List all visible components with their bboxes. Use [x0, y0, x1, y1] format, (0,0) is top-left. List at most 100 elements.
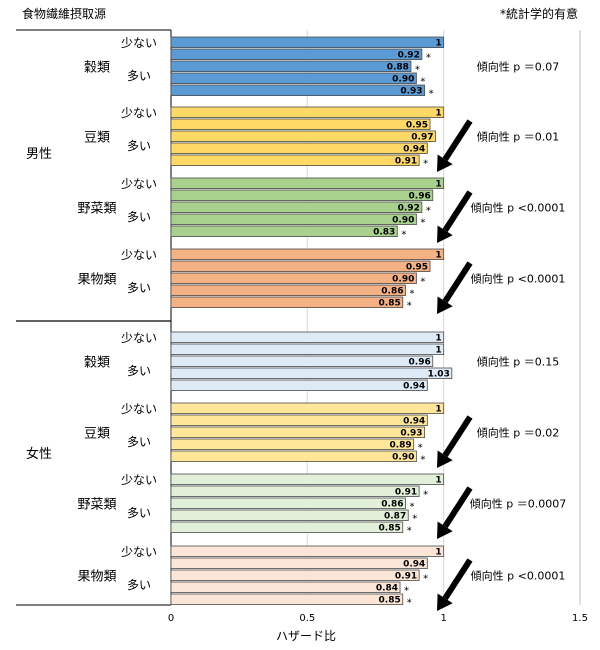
hazard-ratio-bar	[170, 497, 406, 510]
bar-value-label: 0.95	[406, 121, 428, 131]
low-intake-label: 少ない	[121, 545, 157, 559]
high-intake-label: 多い	[127, 578, 151, 592]
low-intake-label: 少ない	[121, 177, 157, 191]
decrease-trend-arrow	[442, 415, 473, 458]
hazard-ratio-bar	[170, 450, 417, 463]
trend-p-value: 傾向性 p ＝0.01	[477, 129, 559, 143]
significance-asterisk: *	[423, 159, 428, 170]
significance-asterisk: *	[407, 301, 412, 312]
bar-value-label: 0.94	[403, 560, 425, 570]
hazard-ratio-bar	[170, 343, 445, 356]
decrease-trend-arrowhead	[437, 154, 453, 172]
hazard-ratio-bar	[170, 106, 445, 119]
high-intake-label: 多い	[127, 435, 151, 449]
significance-asterisk: *	[429, 89, 434, 100]
chart-header-title: 食物繊維摂取源	[22, 6, 106, 21]
bar-value-label: 0.97	[411, 133, 433, 143]
trend-p-value: 傾向性 p <0.0001	[471, 568, 566, 582]
significance-asterisk: *	[423, 574, 428, 585]
high-intake-label: 多い	[127, 281, 151, 295]
high-intake-label: 多い	[127, 69, 151, 83]
hazard-ratio-bar	[170, 248, 445, 261]
hazard-ratio-bar	[170, 426, 425, 439]
bar-value-label: 1	[435, 251, 441, 261]
significance-asterisk: *	[423, 490, 428, 501]
bar-value-label: 0.90	[392, 75, 414, 85]
bar-value-label: 0.86	[381, 500, 403, 510]
sex-label: 女性	[26, 446, 52, 462]
sex-label: 男性	[26, 147, 52, 162]
bar-value-label: 1	[435, 180, 441, 190]
trend-p-value: 傾向性 p ＝0.0007	[470, 496, 566, 510]
significance-note: *統計学的有意	[500, 6, 578, 21]
trend-p-value: 傾向性 p <0.0001	[471, 200, 566, 214]
food-group-label: 穀類	[84, 60, 110, 75]
bar-value-label: 0.86	[381, 287, 403, 297]
decrease-trend-arrowhead	[437, 521, 453, 539]
decrease-trend-arrow	[442, 261, 473, 304]
significance-asterisk: *	[412, 514, 417, 525]
significance-asterisk: *	[407, 598, 412, 609]
high-intake-label: 多い	[127, 506, 151, 520]
significance-asterisk: *	[401, 230, 406, 241]
decrease-trend-arrowhead	[437, 593, 453, 611]
bar-value-label: 0.94	[403, 382, 425, 392]
hazard-ratio-bar	[170, 154, 420, 167]
bar-value-label: 0.85	[379, 596, 401, 606]
bar-value-label: 0.91	[395, 488, 417, 498]
significance-asterisk: *	[418, 443, 423, 454]
hazard-ratio-bar	[170, 473, 445, 486]
low-intake-label: 少ない	[121, 106, 157, 120]
bar-value-label: 0.90	[392, 453, 414, 463]
bar-value-label: 1	[435, 39, 441, 49]
hazard-ratio-bar	[170, 331, 445, 344]
trend-p-value: 傾向性 p ＝0.02	[477, 425, 559, 439]
hazard-ratio-bar	[170, 272, 417, 285]
bar-value-label: 1	[435, 346, 441, 356]
hazard-ratio-bar	[170, 60, 412, 73]
hazard-ratio-bar	[170, 260, 431, 273]
x-tick-label: 0.5	[299, 613, 315, 624]
food-group-label: 野菜類	[77, 201, 116, 216]
food-group-label: 穀類	[84, 355, 110, 370]
bar-value-label: 0.90	[392, 216, 414, 226]
hazard-ratio-bar	[170, 379, 428, 392]
bar-value-label: 0.89	[389, 441, 411, 451]
food-group-label: 果物類	[77, 272, 116, 287]
hazard-ratio-bar	[170, 225, 398, 238]
food-group-label: 豆類	[84, 426, 110, 441]
significance-asterisk: *	[415, 65, 420, 76]
hazard-ratio-bar	[170, 177, 445, 190]
food-group-label: 野菜類	[77, 497, 116, 512]
bar-value-label: 0.94	[403, 145, 425, 155]
significance-asterisk: *	[420, 455, 425, 466]
bar-value-label: 0.91	[395, 572, 417, 582]
hazard-ratio-bar	[170, 593, 404, 606]
low-intake-label: 少ない	[121, 402, 157, 416]
low-intake-label: 少ない	[121, 36, 157, 50]
bar-value-label: 0.90	[392, 275, 414, 285]
decrease-trend-arrowhead	[437, 450, 453, 468]
significance-asterisk: *	[426, 206, 431, 217]
hazard-ratio-bar	[170, 557, 428, 570]
significance-asterisk: *	[409, 502, 414, 513]
food-group-label: 豆類	[84, 130, 110, 145]
x-axis-label: ハザード比	[276, 629, 336, 643]
bar-value-label: 1	[435, 476, 441, 486]
hazard-ratio-bar	[170, 521, 404, 534]
hazard-ratio-bar	[170, 142, 428, 155]
bar-value-label: 1.03	[428, 370, 450, 380]
hazard-ratio-bar	[170, 438, 415, 451]
hazard-ratio-bar	[170, 189, 434, 202]
high-intake-label: 多い	[127, 210, 151, 224]
hazard-ratio-bar	[170, 48, 423, 61]
hazard-ratio-bar	[170, 296, 404, 309]
low-intake-label: 少ない	[121, 331, 157, 345]
trend-p-value: 傾向性 p ＝0.15	[477, 354, 559, 368]
bar-value-label: 0.95	[406, 263, 428, 273]
bar-value-label: 1	[435, 405, 441, 415]
hazard-ratio-bar	[170, 72, 417, 85]
significance-asterisk: *	[404, 586, 409, 597]
hazard-ratio-bar	[170, 284, 406, 297]
